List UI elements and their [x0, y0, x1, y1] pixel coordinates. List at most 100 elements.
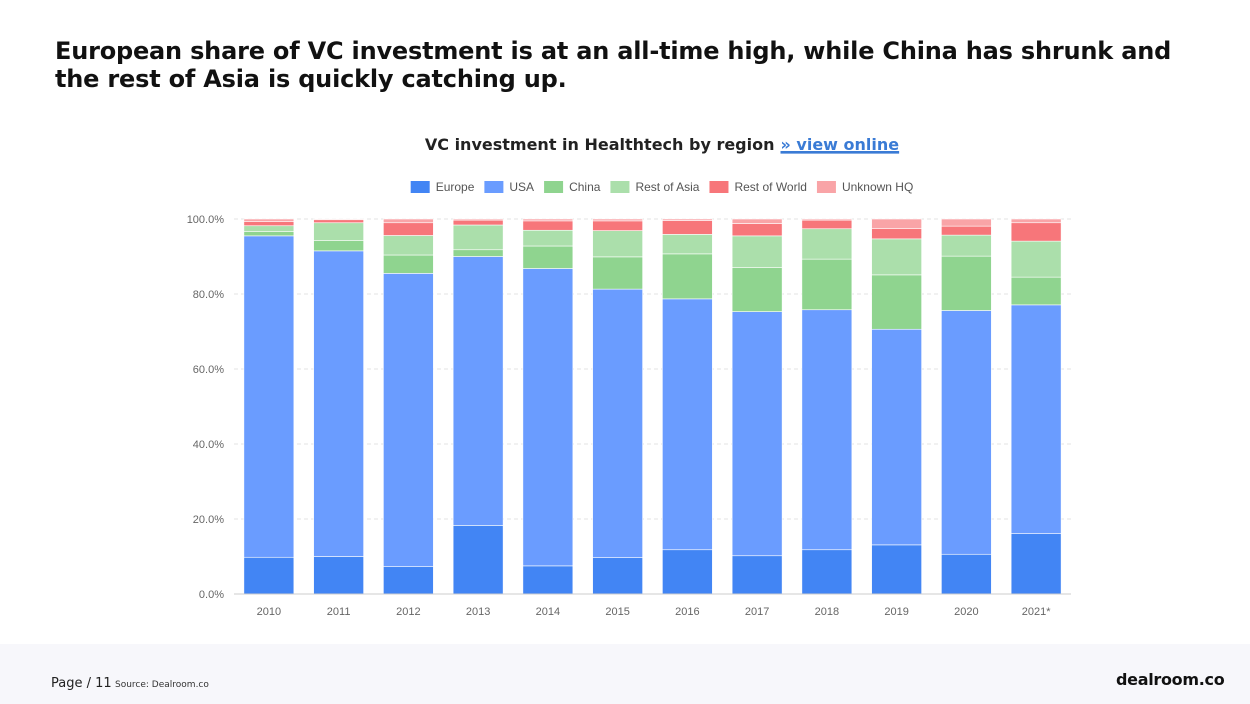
- legend-swatch-china: [544, 181, 564, 193]
- bar-china-2017[interactable]: [731, 267, 783, 312]
- bar-usa-2015[interactable]: [592, 288, 643, 558]
- bar-china-2019[interactable]: [871, 274, 922, 330]
- bar-usa-2014[interactable]: [522, 268, 574, 567]
- bar-europe-2012[interactable]: [383, 566, 434, 595]
- bar-unknown-hq-2020[interactable]: [941, 218, 992, 227]
- bar-europe-2018[interactable]: [801, 549, 853, 595]
- bar-china-2020[interactable]: [941, 255, 992, 311]
- bar-unknown-hq-2012[interactable]: [383, 218, 434, 224]
- bar-rest-of-asia-2015[interactable]: [592, 230, 643, 258]
- bar-unknown-hq-2014[interactable]: [522, 218, 574, 222]
- bar-rest-of-asia-2018[interactable]: [801, 228, 853, 260]
- bar-usa-2011[interactable]: [313, 250, 364, 557]
- bar-usa-2020[interactable]: [941, 310, 992, 555]
- bar-china-2011[interactable]: [313, 240, 364, 252]
- bar-usa-2013[interactable]: [452, 256, 504, 526]
- x-tick-label: 2010: [257, 606, 281, 618]
- bar-unknown-hq-2016[interactable]: [662, 218, 713, 221]
- bar-china-2014[interactable]: [522, 245, 574, 269]
- bar-unknown-hq-2017[interactable]: [731, 218, 783, 224]
- x-tick-label: 2014: [536, 606, 560, 618]
- bar-unknown-hq-2021[interactable]: [1010, 218, 1062, 224]
- bar-europe-2010[interactable]: [243, 556, 295, 595]
- bar-europe-2015[interactable]: [592, 557, 643, 595]
- x-tick-label: 2013: [466, 606, 490, 618]
- bar-europe-2020[interactable]: [941, 553, 992, 595]
- bar-unknown-hq-2015[interactable]: [592, 218, 643, 222]
- bar-china-2018[interactable]: [801, 258, 853, 311]
- legend-label-rest-of-asia: Rest of Asia: [635, 180, 699, 194]
- bar-china-2013[interactable]: [452, 249, 504, 257]
- bar-rest-of-world-2017[interactable]: [731, 223, 783, 237]
- bar-rest-of-world-2019[interactable]: [871, 228, 922, 240]
- bar-rest-of-asia-2019[interactable]: [871, 238, 922, 276]
- legend-item-unknown-hq[interactable]: Unknown HQ: [816, 180, 913, 194]
- source-note: Source: Dealroom.co: [115, 680, 209, 690]
- bar-europe-2013[interactable]: [452, 525, 504, 595]
- view-online-link[interactable]: » view online: [781, 135, 900, 154]
- bar-europe-2017[interactable]: [731, 555, 783, 595]
- bar-rest-of-asia-2013[interactable]: [452, 224, 504, 251]
- bar-europe-2021[interactable]: [1010, 533, 1062, 595]
- bar-rest-of-asia-2020[interactable]: [941, 234, 992, 257]
- legend-label-usa: USA: [509, 180, 534, 194]
- bar-unknown-hq-2010[interactable]: [243, 218, 295, 222]
- bar-rest-of-world-2018[interactable]: [801, 219, 853, 230]
- legend-item-europe[interactable]: Europe: [410, 180, 475, 194]
- bar-unknown-hq-2011[interactable]: [313, 218, 364, 221]
- x-tick-label: 2016: [675, 606, 699, 618]
- bar-rest-of-world-2020[interactable]: [941, 225, 992, 236]
- bar-rest-of-asia-2011[interactable]: [313, 222, 364, 241]
- bar-rest-of-world-2015[interactable]: [592, 220, 643, 231]
- bar-usa-2021[interactable]: [1010, 304, 1062, 534]
- legend-label-china: China: [569, 180, 601, 194]
- bar-rest-of-asia-2021[interactable]: [1010, 240, 1062, 278]
- x-tick-label: 2011: [327, 606, 351, 618]
- y-tick-label: 60.0%: [193, 364, 224, 376]
- bar-usa-2018[interactable]: [801, 309, 853, 551]
- bar-europe-2016[interactable]: [662, 549, 713, 595]
- bar-europe-2014[interactable]: [522, 565, 574, 595]
- chart-legend: Europe USA China Rest of Asia Rest of World U…: [410, 180, 913, 194]
- bar-unknown-hq-2019[interactable]: [871, 218, 922, 229]
- bar-rest-of-asia-2017[interactable]: [731, 235, 783, 268]
- bar-rest-of-world-2016[interactable]: [662, 220, 713, 235]
- footer: [0, 644, 1250, 704]
- bar-europe-2011[interactable]: [313, 556, 364, 595]
- bar-china-2012[interactable]: [383, 254, 434, 274]
- bar-rest-of-asia-2010[interactable]: [243, 225, 295, 232]
- x-tick-label: 2020: [954, 606, 978, 618]
- bar-europe-2019[interactable]: [871, 544, 922, 595]
- bar-unknown-hq-2013[interactable]: [452, 218, 504, 221]
- bar-rest-of-world-2013[interactable]: [452, 219, 504, 226]
- bar-rest-of-asia-2012[interactable]: [383, 235, 434, 256]
- legend-item-rest-of-asia[interactable]: Rest of Asia: [610, 180, 700, 194]
- bar-usa-2017[interactable]: [731, 311, 783, 557]
- bar-rest-of-world-2012[interactable]: [383, 222, 434, 236]
- bar-usa-2010[interactable]: [243, 235, 295, 558]
- x-tick-label: 2012: [396, 606, 420, 618]
- bar-rest-of-world-2010[interactable]: [243, 221, 295, 227]
- legend-item-rest-of-world[interactable]: Rest of World: [709, 180, 807, 194]
- bar-usa-2019[interactable]: [871, 328, 922, 546]
- legend-item-usa[interactable]: USA: [484, 180, 534, 194]
- bar-unknown-hq-2018[interactable]: [801, 218, 853, 221]
- bar-rest-of-asia-2014[interactable]: [522, 229, 574, 247]
- chart-axes: 0.0% 20.0% 40.0% 60.0% 80.0% 100.0% 2010 2011 20…: [187, 214, 1071, 618]
- page-headline: European share of VC investment is at an…: [55, 37, 1172, 93]
- bar-rest-of-world-2014[interactable]: [522, 220, 574, 231]
- bar-rest-of-world-2021[interactable]: [1010, 222, 1062, 242]
- bar-china-2015[interactable]: [592, 256, 643, 290]
- legend-label-europe: Europe: [436, 180, 475, 194]
- bar-rest-of-world-2011[interactable]: [313, 219, 364, 224]
- bar-usa-2012[interactable]: [383, 273, 434, 567]
- bar-rest-of-asia-2016[interactable]: [662, 234, 713, 255]
- legend-swatch-europe: [410, 181, 430, 193]
- bar-china-2021[interactable]: [1010, 276, 1062, 306]
- legend-item-china[interactable]: China: [544, 180, 601, 194]
- bar-china-2010[interactable]: [243, 231, 295, 237]
- legend-label-rest-of-world: Rest of World: [734, 180, 806, 194]
- bar-china-2016[interactable]: [662, 253, 713, 300]
- bar-usa-2016[interactable]: [662, 298, 713, 551]
